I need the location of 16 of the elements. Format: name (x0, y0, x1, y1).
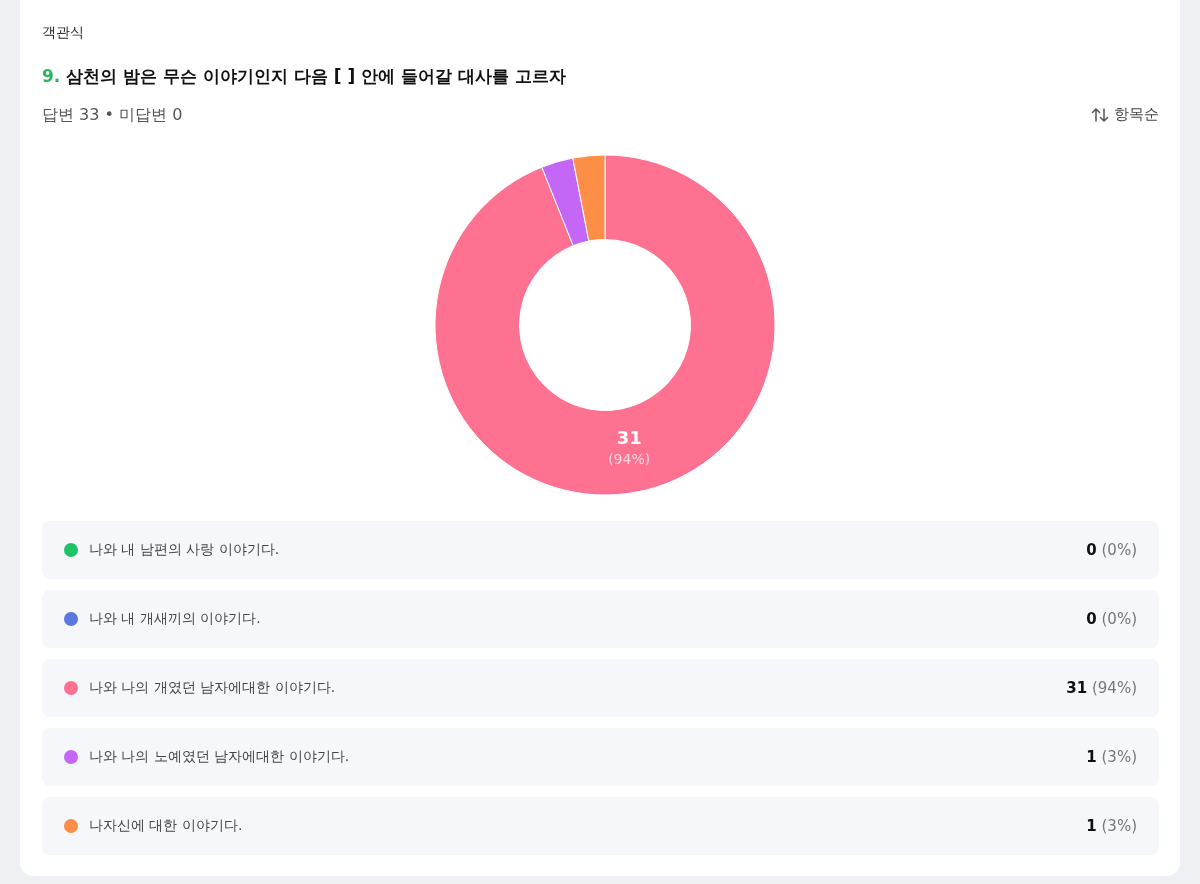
donut-slice (434, 154, 776, 496)
legend-label: 나자신에 대한 이야기다. (89, 817, 244, 835)
legend-label: 나와 내 개새끼의 이야기다. (89, 610, 262, 628)
legend-label: 나와 나의 노예였던 남자에대한 이야기다. (89, 748, 351, 766)
legend-label: 나와 나의 개였던 남자에대한 이야기다. (89, 679, 337, 697)
data-label: 1 (3%) (1086, 817, 1137, 835)
text: 0 (0%) (1086, 610, 1137, 628)
chart-subtitle: 답변 33 • 미답변 0 (42, 105, 183, 126)
text: 31 (94%) (1066, 679, 1137, 697)
legend-label: 나와 내 남편의 사랑 이야기다. (89, 541, 281, 559)
text: 항목순 (1114, 105, 1159, 124)
chart-title: 9. 삼천의 밤은 무슨 이야기인지 다음 [ ] 안에 들어갈 대사를 고르자 (42, 65, 566, 88)
text: 0 (0%) (1086, 541, 1137, 559)
text: 객관식 (42, 24, 84, 42)
data-label: 31 (94%) (608, 427, 651, 468)
data-label: 1 (3%) (1086, 748, 1137, 766)
